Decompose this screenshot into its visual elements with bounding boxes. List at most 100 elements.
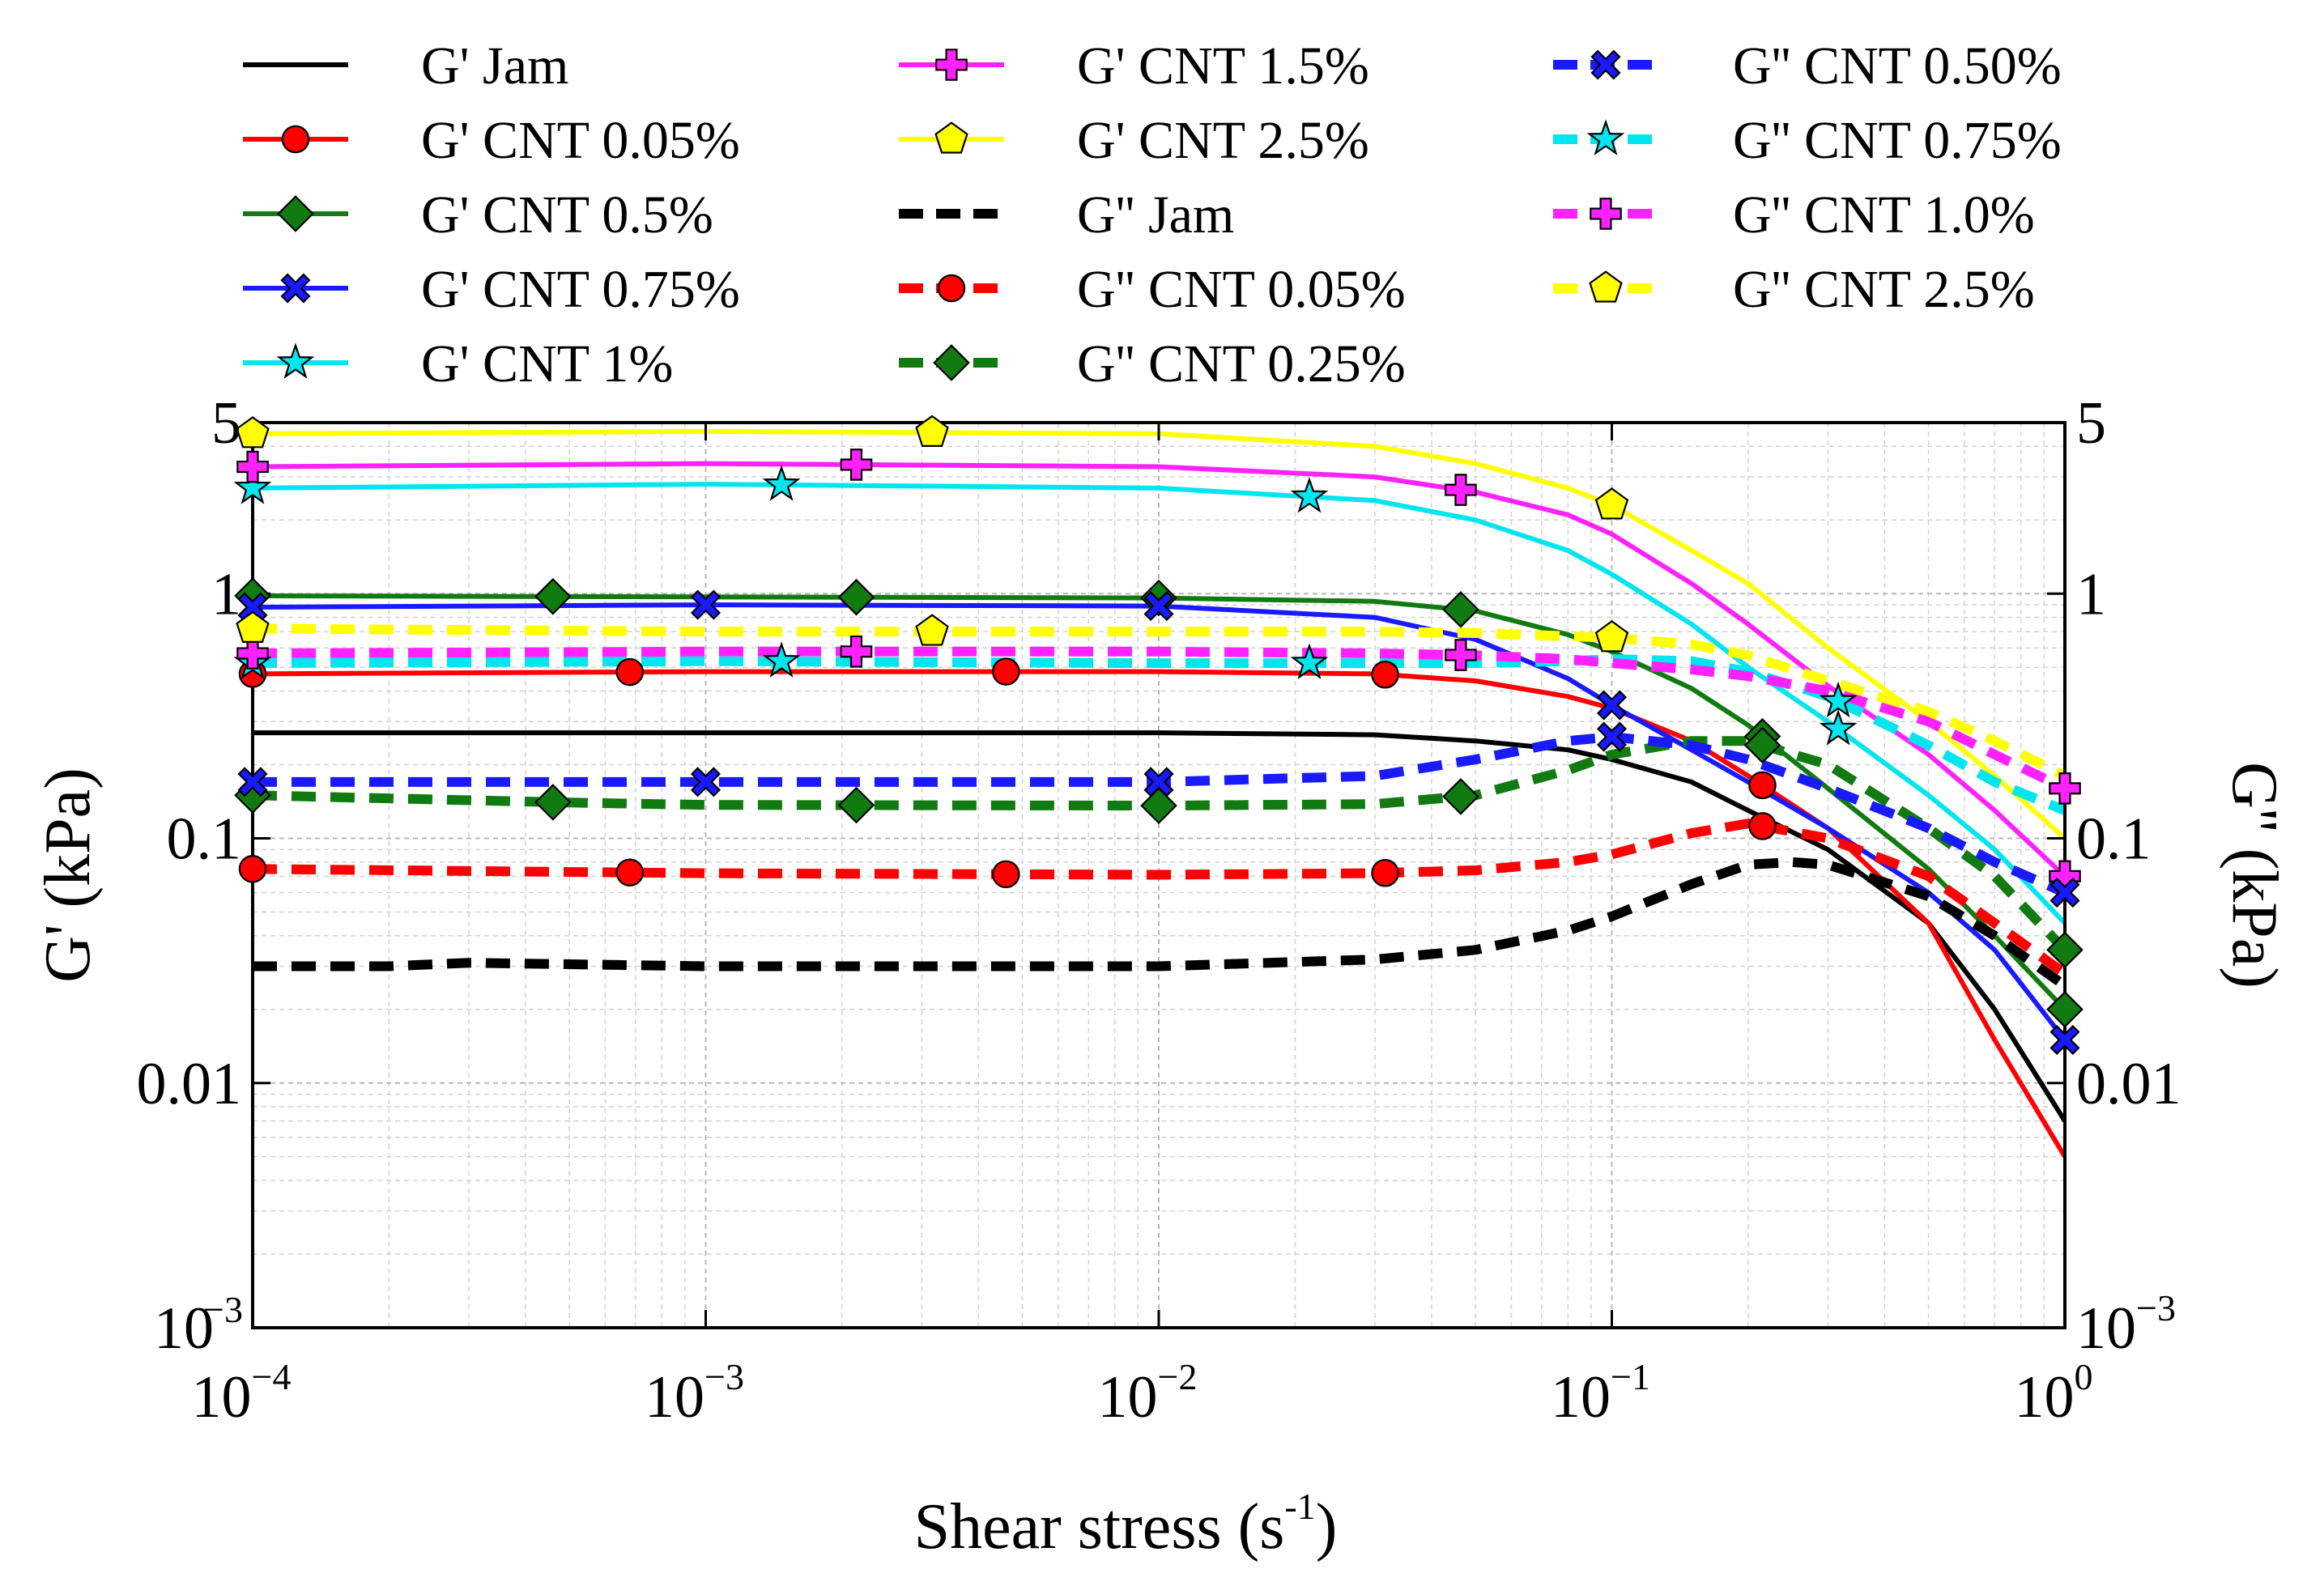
series-line-11: [253, 654, 2065, 815]
data-point-marker: [2046, 990, 2084, 1028]
x-tick-label: 10−4: [192, 1356, 292, 1431]
data-point-marker: [1140, 579, 1177, 617]
legend-marker-13: [1589, 270, 1623, 303]
y-axis-right-title: G'' (kPa): [2219, 762, 2290, 989]
data-point-marker: [1445, 639, 1477, 671]
legend-marker-4: [276, 342, 315, 379]
data-point-marker: [1594, 620, 1629, 653]
data-point-marker: [1290, 643, 1329, 680]
data-point-marker: [762, 465, 801, 501]
data-point-marker: [762, 641, 801, 678]
data-point-marker: [615, 657, 645, 687]
data-point-marker: [840, 449, 873, 481]
legend-marker-5: [935, 49, 968, 81]
data-point-marker: [237, 767, 268, 797]
data-point-marker: [1596, 721, 1628, 752]
data-point-marker: [690, 767, 721, 797]
legend-label-0: G' Jam: [421, 36, 568, 96]
legend-marker-2: [277, 195, 314, 232]
legend-marker-3: [280, 273, 311, 304]
data-point-marker: [2049, 878, 2080, 908]
series-line-4: [253, 482, 2065, 925]
data-point-marker: [690, 589, 721, 620]
data-point-marker: [837, 578, 875, 616]
legend-label-13: G'' CNT 2.5%: [1733, 260, 2035, 319]
legend-marker-1: [281, 125, 310, 154]
y-tick-label-right: 5: [2076, 390, 2106, 457]
y-tick-label-right: 0.1: [2076, 806, 2152, 873]
y-tick-label-right: 0.01: [2076, 1051, 2181, 1117]
y-tick-label-left: 10: [154, 1295, 214, 1362]
data-point-marker: [615, 858, 645, 887]
data-point-marker: [1748, 812, 1777, 840]
legend-label-8: G'' CNT 0.05%: [1077, 260, 1406, 319]
y-tick-label-left: 5: [211, 390, 241, 457]
legend-label-4: G' CNT 1%: [421, 334, 673, 393]
data-point-marker: [1371, 660, 1399, 689]
y-tick-label-left: 0.1: [167, 806, 242, 873]
data-point-marker: [2046, 931, 2084, 969]
y-tick-label-right: 10−3: [2076, 1287, 2176, 1362]
legend-label-1: G' CNT 0.05%: [421, 111, 740, 170]
series-line-12: [253, 646, 2065, 793]
legend-marker-8: [937, 274, 966, 303]
x-axis-title: Shear stress (s-1): [914, 1486, 1338, 1563]
y-axis-left-title: G' (kPa): [32, 767, 104, 982]
y-tick-label-left-exp: −3: [203, 1289, 243, 1330]
data-point-marker: [1290, 477, 1329, 513]
data-point-marker: [1594, 487, 1629, 520]
legend-marker-9: [933, 344, 970, 381]
data-point-marker: [1743, 726, 1781, 764]
data-point-marker: [1445, 474, 1477, 506]
data-point-marker: [840, 635, 873, 668]
legend-label-6: G' CNT 2.5%: [1077, 111, 1369, 170]
data-point-marker: [238, 855, 267, 883]
x-tick-label: 10−1: [1551, 1356, 1650, 1431]
data-point-marker: [992, 860, 1020, 889]
legend-marker-10: [1590, 49, 1621, 80]
data-point-marker: [1596, 690, 1628, 721]
data-point-marker: [1143, 767, 1174, 797]
legend-marker-11: [1586, 119, 1625, 155]
data-point-marker: [534, 577, 572, 615]
legend-label-5: G' CNT 1.5%: [1077, 36, 1369, 96]
data-point-marker: [1819, 681, 1858, 718]
y-tick-label-left: 0.01: [137, 1051, 242, 1117]
data-point-marker: [534, 784, 572, 821]
data-point-marker: [1371, 859, 1399, 887]
x-tick-label: 100: [2015, 1356, 2093, 1431]
data-point-marker: [1442, 778, 1479, 815]
data-point-marker: [2049, 772, 2081, 805]
y-tick-label-right: 1: [2076, 561, 2106, 627]
data-point-marker: [915, 614, 949, 646]
data-point-marker: [1819, 708, 1858, 746]
series-line-13: [253, 623, 2065, 780]
legend-label-2: G' CNT 0.5%: [421, 185, 713, 244]
legend-label-9: G'' CNT 0.25%: [1077, 334, 1406, 393]
data-point-marker: [915, 415, 949, 447]
y-tick-label-left: 1: [211, 561, 241, 627]
legend-label-12: G'' CNT 1.0%: [1733, 185, 2035, 244]
legend-label-7: G'' Jam: [1077, 185, 1234, 244]
data-point-marker: [1143, 591, 1174, 622]
legend-label-10: G'' CNT 0.50%: [1733, 36, 2062, 96]
markers: [233, 415, 2084, 1056]
x-tick-label: 10−3: [645, 1356, 744, 1431]
data-point-marker: [236, 450, 269, 483]
legend-label-3: G' CNT 0.75%: [421, 260, 740, 319]
legend: G' Jam G' CNT 0.05% G' CNT 0.5% G' CNT 0.75…: [243, 36, 2062, 393]
data-point-marker: [1140, 787, 1177, 824]
data-point-marker: [992, 657, 1020, 686]
legend-marker-12: [1590, 198, 1622, 230]
data-point-marker: [236, 610, 270, 643]
series-line-5: [253, 461, 2065, 878]
x-tick-label: 10−2: [1098, 1356, 1198, 1431]
data-point-marker: [236, 416, 270, 449]
data-point-marker: [837, 786, 875, 824]
data-point-marker: [1748, 771, 1777, 800]
data-point-marker: [1442, 591, 1479, 628]
data-point-marker: [236, 637, 269, 670]
data-point-marker: [233, 468, 272, 504]
